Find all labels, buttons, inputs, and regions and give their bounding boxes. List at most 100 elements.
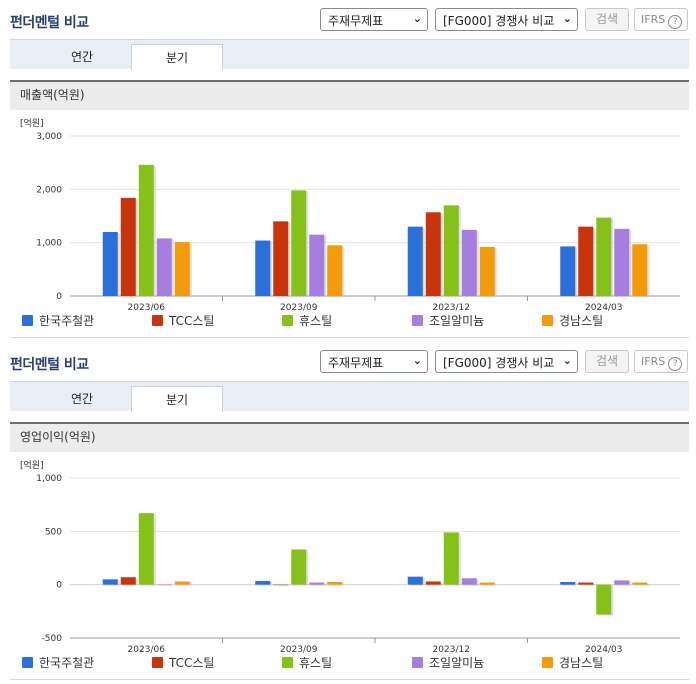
legend-item[interactable]: 조일알미늄 [412,312,484,329]
y-tick-label: -500 [42,634,63,644]
bar [596,584,612,615]
bar-shadow [158,585,174,587]
bar [255,580,271,585]
x-tick-label: 2023/09 [280,303,318,312]
bar [632,244,648,296]
bar [291,190,307,296]
operating-profit-chart: [억원] -500 0 500 1,000 2023/06 2023/09 2023/12 20… [20,459,680,654]
legend-label: 한국주철관 [39,656,95,670]
compare-select-value: [FG000] 경쟁사 비교 [443,356,555,370]
legend-label: 휴스틸 [299,656,333,670]
compare-select[interactable]: [FG000] 경쟁사 비교 ⌄ [435,8,578,31]
legend-swatch [152,315,163,326]
legend-label: TCC스틸 [169,314,215,328]
y-tick-label: 0 [56,581,62,591]
legend-swatch [412,315,423,326]
help-icon: ? [668,15,683,29]
statement-select[interactable]: 주재무제표 ⌄ [320,8,428,31]
x-tick-label: 2023/09 [280,645,318,654]
statement-select[interactable]: 주재무제표 ⌄ [320,350,428,373]
statement-select-value: 주재무제표 [328,356,384,370]
bar [407,226,423,296]
compare-select[interactable]: [FG000] 경쟁사 비교 ⌄ [435,350,578,373]
legend-item[interactable]: 경남스틸 [542,312,603,329]
legend-item[interactable]: 휴스틸 [282,654,332,671]
x-tick-label: 2023/12 [433,645,470,654]
bar [102,579,118,585]
revenue-chart: [억원] 0 1,000 2,000 3,000 2023/06 2023/09 2023/1… [20,117,680,312]
page-title: 펀더멘털 비교 [10,15,89,31]
x-tick-label: 2024/03 [585,303,622,312]
divider [10,679,689,680]
legend-swatch [152,657,163,668]
bar [255,240,271,296]
ifrs-label: IFRS [641,355,666,368]
legend-item[interactable]: 한국주철관 [22,312,94,329]
bar [174,581,190,585]
tab-annual[interactable]: 연간 [70,392,94,406]
bar [425,212,441,296]
bar [327,582,343,585]
bar-shadow [275,585,291,587]
bar [273,221,289,296]
page-title: 펀더멘털 비교 [10,357,89,373]
bar [578,226,594,296]
legend-item[interactable]: 휴스틸 [282,312,332,329]
y-unit-label: [억원] [20,117,44,129]
bar [407,576,423,585]
legend-item[interactable]: 경남스틸 [542,654,603,671]
search-button[interactable]: 검색 [585,350,629,373]
chevron-down-icon: ⌄ [562,354,572,367]
bar [461,229,477,296]
bar [443,205,459,296]
legend-label: TCC스틸 [169,656,215,670]
bar [596,217,612,296]
ifrs-help-button[interactable]: IFRS? [634,350,688,373]
bar [560,246,576,296]
operating-profit-panel: 펀더멘털 비교 주재무제표 ⌄ [FG000] 경쟁사 비교 ⌄ 검색 IFRS? … [0,342,696,684]
tab-quarterly[interactable]: 분기 [131,44,223,70]
legend-swatch [412,657,423,668]
bar [327,245,343,296]
period-tabs: 연간 분기 [10,381,689,412]
y-tick-label: 500 [45,527,62,537]
bar [156,584,172,586]
x-tick-label: 2023/06 [128,303,166,312]
legend-item[interactable]: 한국주철관 [22,654,94,671]
search-button[interactable]: 검색 [585,8,629,31]
tab-quarterly[interactable]: 분기 [131,386,223,412]
legend-item[interactable]: TCC스틸 [152,654,214,671]
bar [309,234,325,296]
bar [479,246,495,296]
legend-swatch [22,315,33,326]
x-tick-label: 2023/12 [433,303,470,312]
y-tick-label: 1,000 [36,474,62,484]
legend-label: 조일알미늄 [429,656,485,670]
period-tabs: 연간 분기 [10,39,689,70]
tab-annual[interactable]: 연간 [70,50,94,64]
legend-label: 조일알미늄 [429,314,485,328]
bar [461,578,477,585]
legend-label: 한국주철관 [39,314,95,328]
section-title-operating-profit: 영업이익(억원) [10,422,689,452]
bar [102,232,118,296]
bar [614,580,630,585]
bar [578,582,594,585]
legend-swatch [282,315,293,326]
legend-item[interactable]: 조일알미늄 [412,654,484,671]
legend-swatch [542,315,553,326]
statement-select-value: 주재무제표 [328,14,384,28]
bar [479,582,495,585]
legend-item[interactable]: TCC스틸 [152,312,214,329]
bar [174,242,190,296]
bar [138,164,154,296]
revenue-panel: 펀더멘털 비교 주재무제표 ⌄ [FG000] 경쟁사 비교 ⌄ 검색 IFRS? … [10,8,689,338]
bar [156,238,172,296]
ifrs-label: IFRS [641,13,666,26]
bar [632,582,648,585]
bar [443,532,459,585]
legend-label: 경남스틸 [559,314,604,328]
ifrs-help-button[interactable]: IFRS? [634,8,688,31]
legend-label: 경남스틸 [559,656,604,670]
chevron-down-icon: ⌄ [412,12,422,25]
